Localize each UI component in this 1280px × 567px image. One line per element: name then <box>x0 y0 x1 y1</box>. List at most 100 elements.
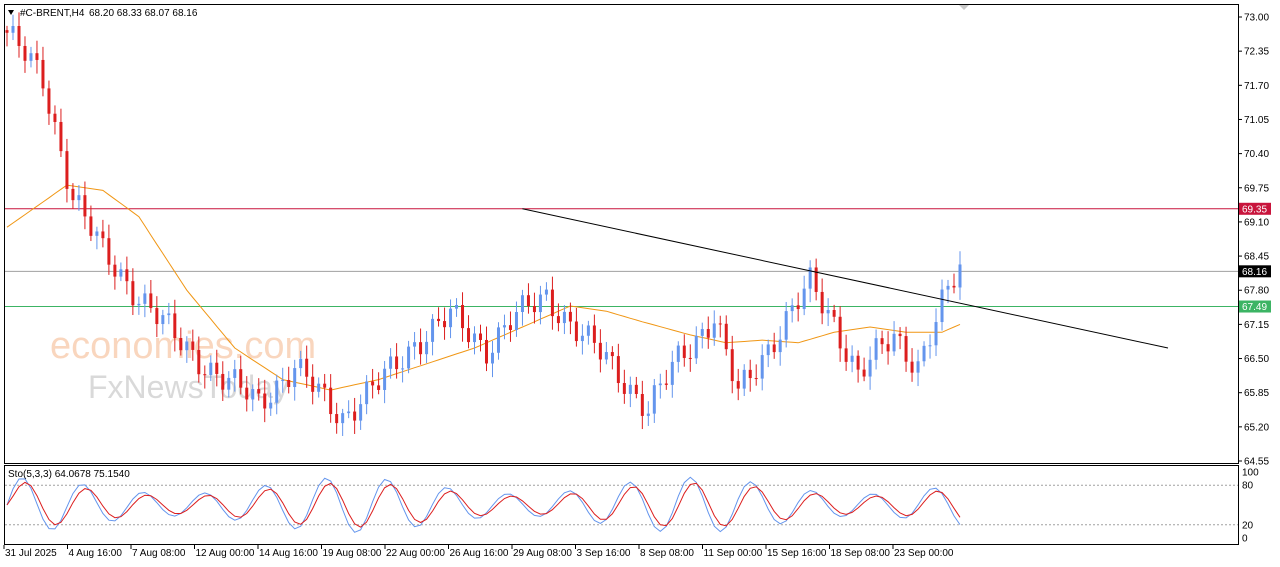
candle-bull <box>958 264 962 288</box>
price-label-box <box>1239 202 1271 215</box>
triangle-down-icon[interactable] <box>8 10 14 15</box>
candle-bear <box>35 53 39 60</box>
candle-bear <box>17 25 21 46</box>
candle-bull <box>11 25 15 33</box>
candle-bull <box>700 329 704 336</box>
candle-bear <box>820 291 824 314</box>
candle-bear <box>203 374 207 376</box>
candle-bull <box>137 303 141 306</box>
candle-bull <box>119 269 123 277</box>
candle-bull <box>802 288 806 310</box>
candle-bull <box>502 325 506 328</box>
candle-bull <box>544 289 548 295</box>
candle-bull <box>892 333 896 352</box>
candle-bear <box>215 362 219 374</box>
candle-bull <box>389 356 393 369</box>
horizontal-lines-layer <box>5 208 1238 308</box>
candle-bear <box>688 357 692 359</box>
candle-bear <box>479 333 483 340</box>
candle-bull <box>694 335 698 359</box>
candle-bear <box>556 316 560 324</box>
candle-bear <box>886 344 890 352</box>
candle-bull <box>778 339 782 353</box>
candle-bull <box>868 359 872 377</box>
candle-bull <box>826 310 830 314</box>
stochastic-layer: 100 80 20 0 <box>5 468 1259 545</box>
y-tick-label: 69.75 <box>1244 183 1269 194</box>
candle-bull <box>161 315 165 325</box>
candle-bull <box>940 289 944 323</box>
moving-average-layer <box>6 184 961 391</box>
watermark-economies: economies.com <box>50 325 316 367</box>
candle-bear <box>682 345 686 358</box>
main-price-panel <box>4 4 1239 464</box>
moving-average-line <box>6 184 961 391</box>
candle-bear <box>221 373 225 390</box>
candle-bear <box>371 381 375 386</box>
price-axis: 73.00 72.35 71.70 71.05 70.40 69.75 69.10 68.45… <box>1238 13 1271 468</box>
candle-bull <box>712 323 716 338</box>
candle-bear <box>904 336 908 362</box>
y-tick-label: 67.80 <box>1244 286 1269 297</box>
candle-bear <box>724 323 728 350</box>
x-tick-label: 18 Sep 08:00 <box>831 548 891 559</box>
candle-bear <box>898 333 902 337</box>
stoch-tick-label: 100 <box>1242 468 1259 479</box>
ohlc-readout: 68.20 68.33 68.07 68.16 <box>89 8 198 19</box>
candle-bull <box>922 345 926 362</box>
candle-bear <box>706 329 710 338</box>
candle-bear <box>736 381 740 389</box>
candle-bull <box>784 311 788 340</box>
candle-bull <box>850 355 854 362</box>
candle-bear <box>71 188 75 201</box>
y-tick-label: 71.05 <box>1244 115 1269 126</box>
candle-bear <box>287 380 291 387</box>
candle-bull <box>299 358 303 369</box>
candle-bull <box>670 361 674 385</box>
candle-bear <box>149 293 153 309</box>
candle-bull <box>29 53 33 61</box>
candle-bull <box>407 346 411 369</box>
candle-bear <box>574 321 578 342</box>
candle-bear <box>65 151 69 189</box>
candle-bull <box>251 389 255 400</box>
candle-bear <box>772 344 776 353</box>
candle-bear <box>622 383 626 394</box>
y-tick-label: 68.45 <box>1244 252 1269 263</box>
candle-bull <box>413 342 417 347</box>
candle-bear <box>83 195 87 217</box>
candle-bull <box>496 327 500 353</box>
candle-bull <box>227 377 231 390</box>
candle-bear <box>832 310 836 317</box>
candle-bull <box>658 383 662 386</box>
candle-bear <box>47 88 51 114</box>
candle-bull <box>365 381 369 405</box>
candle-bull <box>269 402 273 409</box>
candle-bear <box>634 384 638 395</box>
candle-bull <box>604 352 608 360</box>
candle-bear <box>437 318 441 322</box>
candle-bull <box>628 384 632 394</box>
candle-bull <box>586 325 590 336</box>
candle-bear <box>335 414 339 424</box>
stoch-tick-label: 0 <box>1242 534 1248 545</box>
candle-bull <box>401 368 405 370</box>
candle-bear <box>856 355 860 370</box>
y-tick-label: 70.40 <box>1244 149 1269 160</box>
candle-bull <box>455 305 459 309</box>
candle-bear <box>125 269 129 282</box>
candle-bear <box>323 383 327 388</box>
candle-bear <box>664 383 668 385</box>
x-tick-label: 23 Sep 00:00 <box>894 548 954 559</box>
x-tick-label: 26 Aug 16:00 <box>450 548 509 559</box>
candle-bear <box>107 238 111 265</box>
price-label-resistance: 69.35 <box>1242 204 1267 215</box>
candle-bull <box>760 355 764 379</box>
scroll-marker-icon[interactable] <box>959 5 969 10</box>
candle-bear <box>311 376 315 392</box>
candle-bear <box>592 325 596 343</box>
candle-bull <box>676 345 680 362</box>
price-label-support: 67.49 <box>1242 302 1267 313</box>
price-label-current-price: 68.16 <box>1242 267 1267 278</box>
candle-bull <box>293 368 297 387</box>
